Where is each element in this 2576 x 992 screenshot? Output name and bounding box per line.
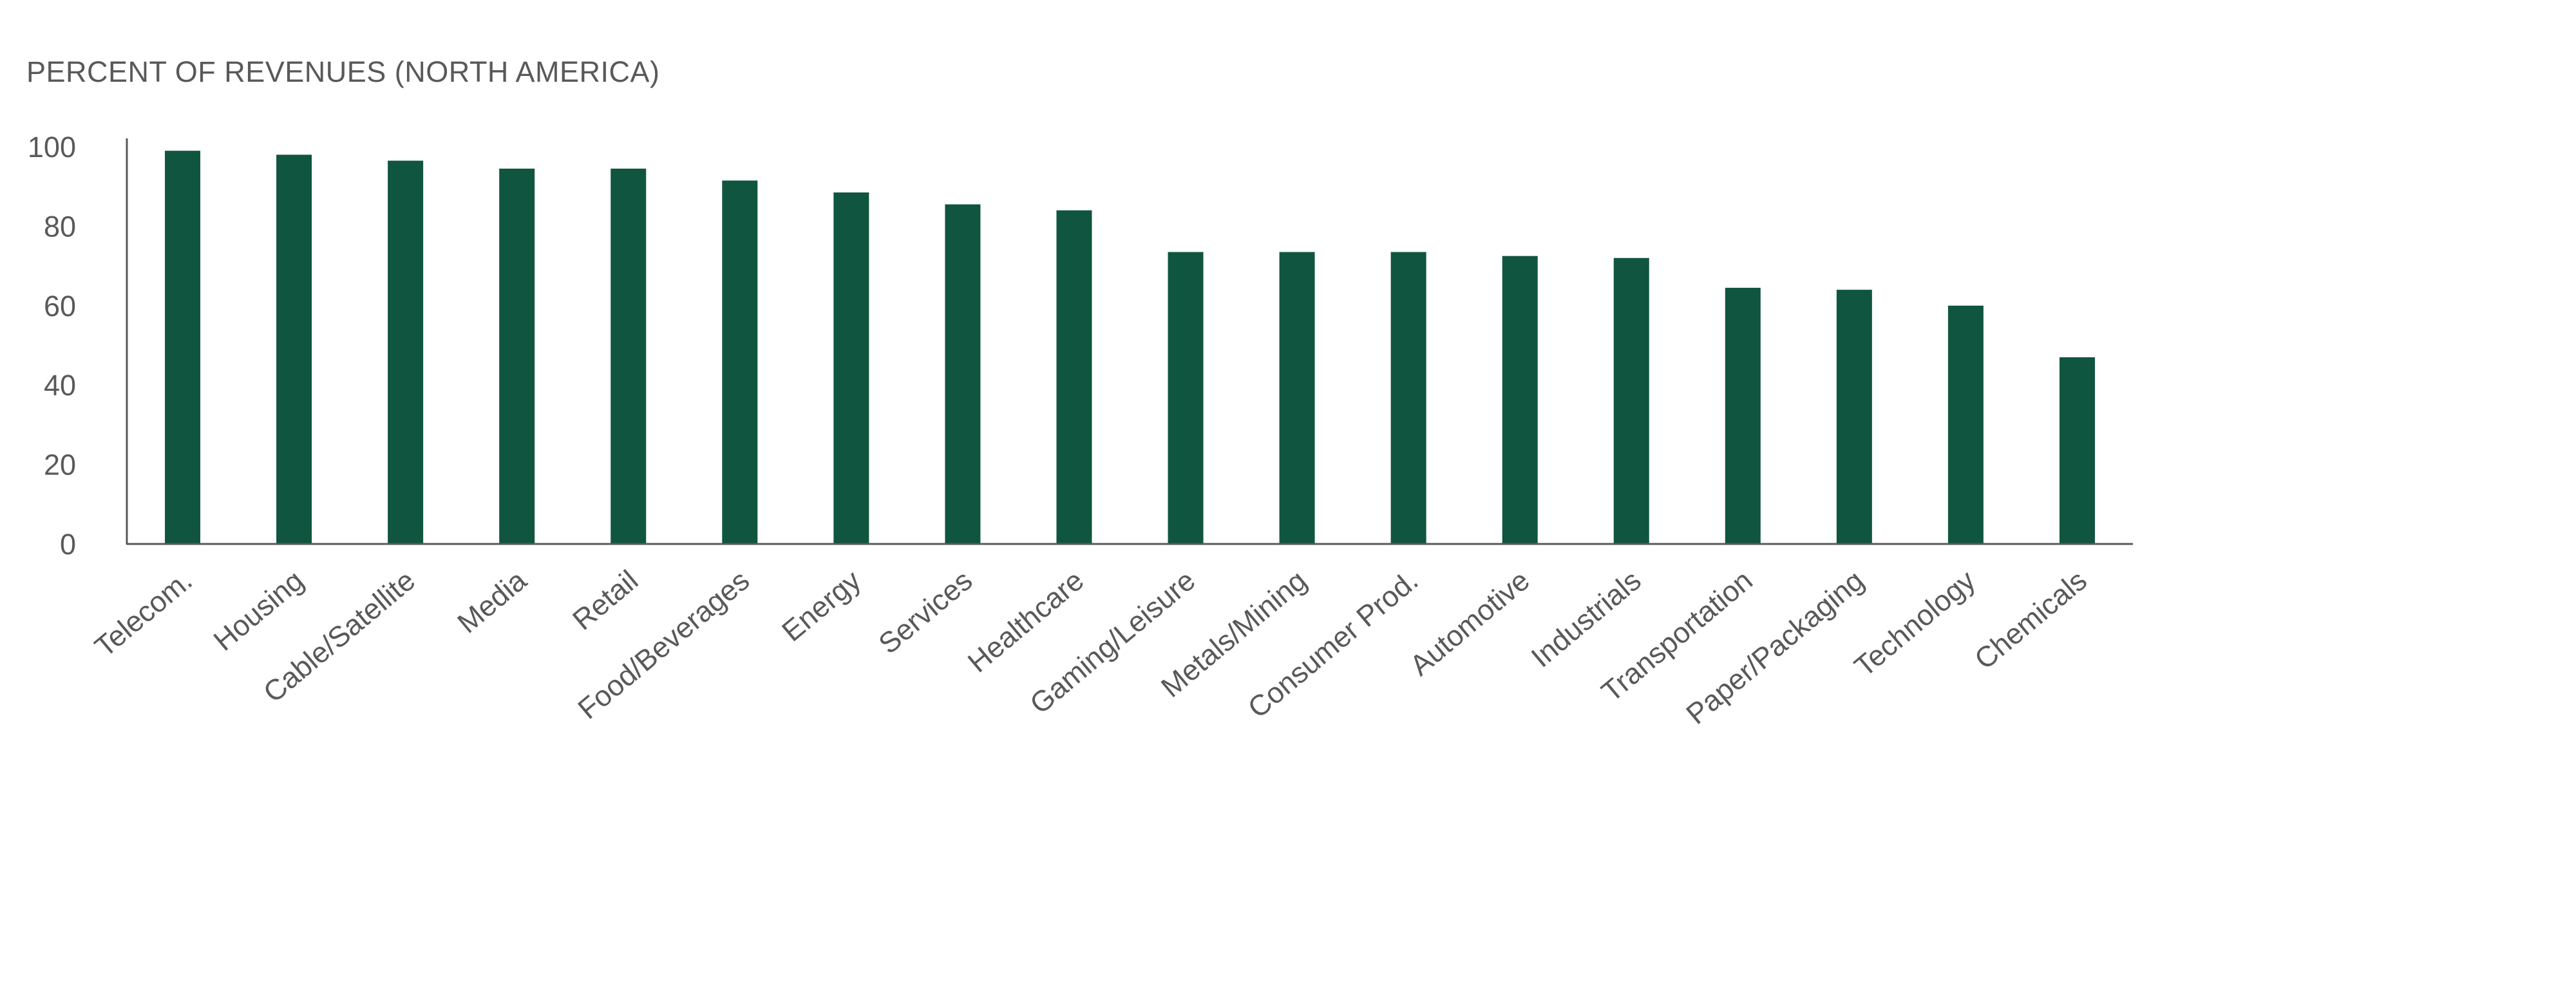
- bar: [1502, 256, 1538, 544]
- bar: [165, 151, 201, 545]
- bar: [2059, 357, 2095, 544]
- x-tick-label: Automotive: [1403, 564, 1535, 682]
- chart-title: PERCENT OF REVENUES (NORTH AMERICA): [26, 55, 660, 88]
- bar: [1725, 288, 1761, 544]
- bar: [1836, 290, 1872, 544]
- x-tick-label: Housing: [207, 564, 310, 657]
- x-tick-label: Technology: [1848, 563, 1982, 683]
- y-tick-label: 40: [44, 369, 76, 402]
- bar: [388, 160, 424, 545]
- bar: [1613, 257, 1649, 544]
- x-tick-label: Media: [451, 563, 533, 639]
- y-tick-label: 0: [60, 528, 76, 561]
- bar: [722, 180, 758, 544]
- x-tick-label: Telecom.: [88, 564, 198, 664]
- bar: [611, 168, 647, 544]
- bar: [945, 204, 981, 545]
- bar: [1279, 252, 1315, 544]
- bar: [1390, 252, 1426, 544]
- y-tick-label: 20: [44, 449, 76, 482]
- x-tick-label: Retail: [566, 564, 644, 637]
- x-tick-label: Services: [872, 564, 978, 660]
- y-tick-label: 100: [28, 131, 76, 164]
- bar: [833, 192, 869, 545]
- bar: [1056, 210, 1092, 545]
- y-tick-label: 60: [44, 290, 76, 323]
- y-tick-label: 80: [44, 210, 76, 243]
- bar: [1947, 305, 1984, 544]
- bar: [499, 168, 535, 544]
- x-tick-label: Chemicals: [1968, 564, 2093, 676]
- bar: [276, 154, 312, 545]
- x-tick-label: Energy: [775, 563, 867, 648]
- bar: [1168, 252, 1204, 544]
